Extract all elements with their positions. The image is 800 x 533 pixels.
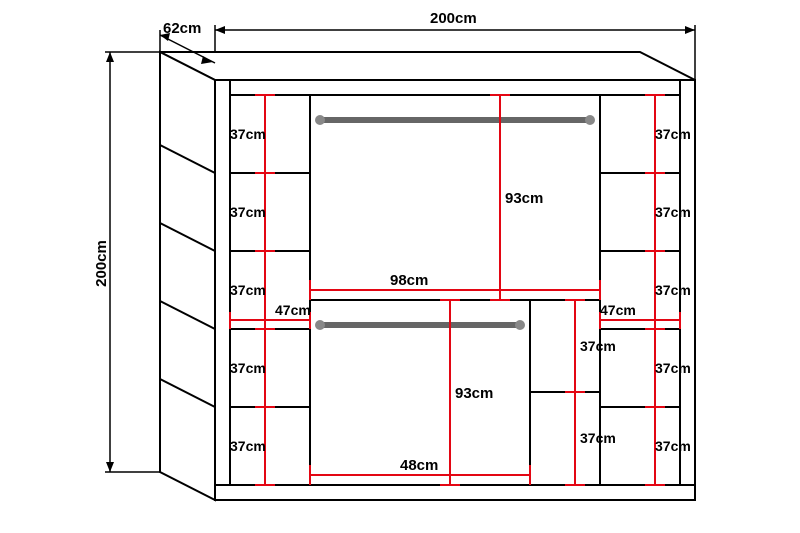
label-l5: 37cm [230, 438, 266, 454]
label-ri2: 37cm [580, 430, 616, 446]
label-r3: 37cm [655, 282, 691, 298]
label-93t: 93cm [505, 190, 543, 207]
bottom-panel [215, 485, 695, 500]
top-panel [215, 80, 695, 95]
label-48: 48cm [400, 457, 438, 474]
label-98: 98cm [390, 272, 428, 289]
label-ri1: 37cm [580, 338, 616, 354]
label-l3: 37cm [230, 282, 266, 298]
label-l1: 37cm [230, 126, 266, 142]
label-r2: 37cm [655, 204, 691, 220]
dim-height [105, 52, 160, 472]
label-47r: 47cm [600, 302, 636, 318]
label-width: 200cm [430, 10, 477, 27]
label-r4: 37cm [655, 360, 691, 376]
label-depth: 62cm [163, 20, 201, 37]
label-l2: 37cm [230, 204, 266, 220]
left-side [215, 80, 230, 500]
label-r5: 37cm [655, 438, 691, 454]
label-r1: 37cm [655, 126, 691, 142]
label-47l: 47cm [275, 302, 311, 318]
label-height: 200cm [93, 240, 110, 287]
label-93b: 93cm [455, 385, 493, 402]
label-l4: 37cm [230, 360, 266, 376]
